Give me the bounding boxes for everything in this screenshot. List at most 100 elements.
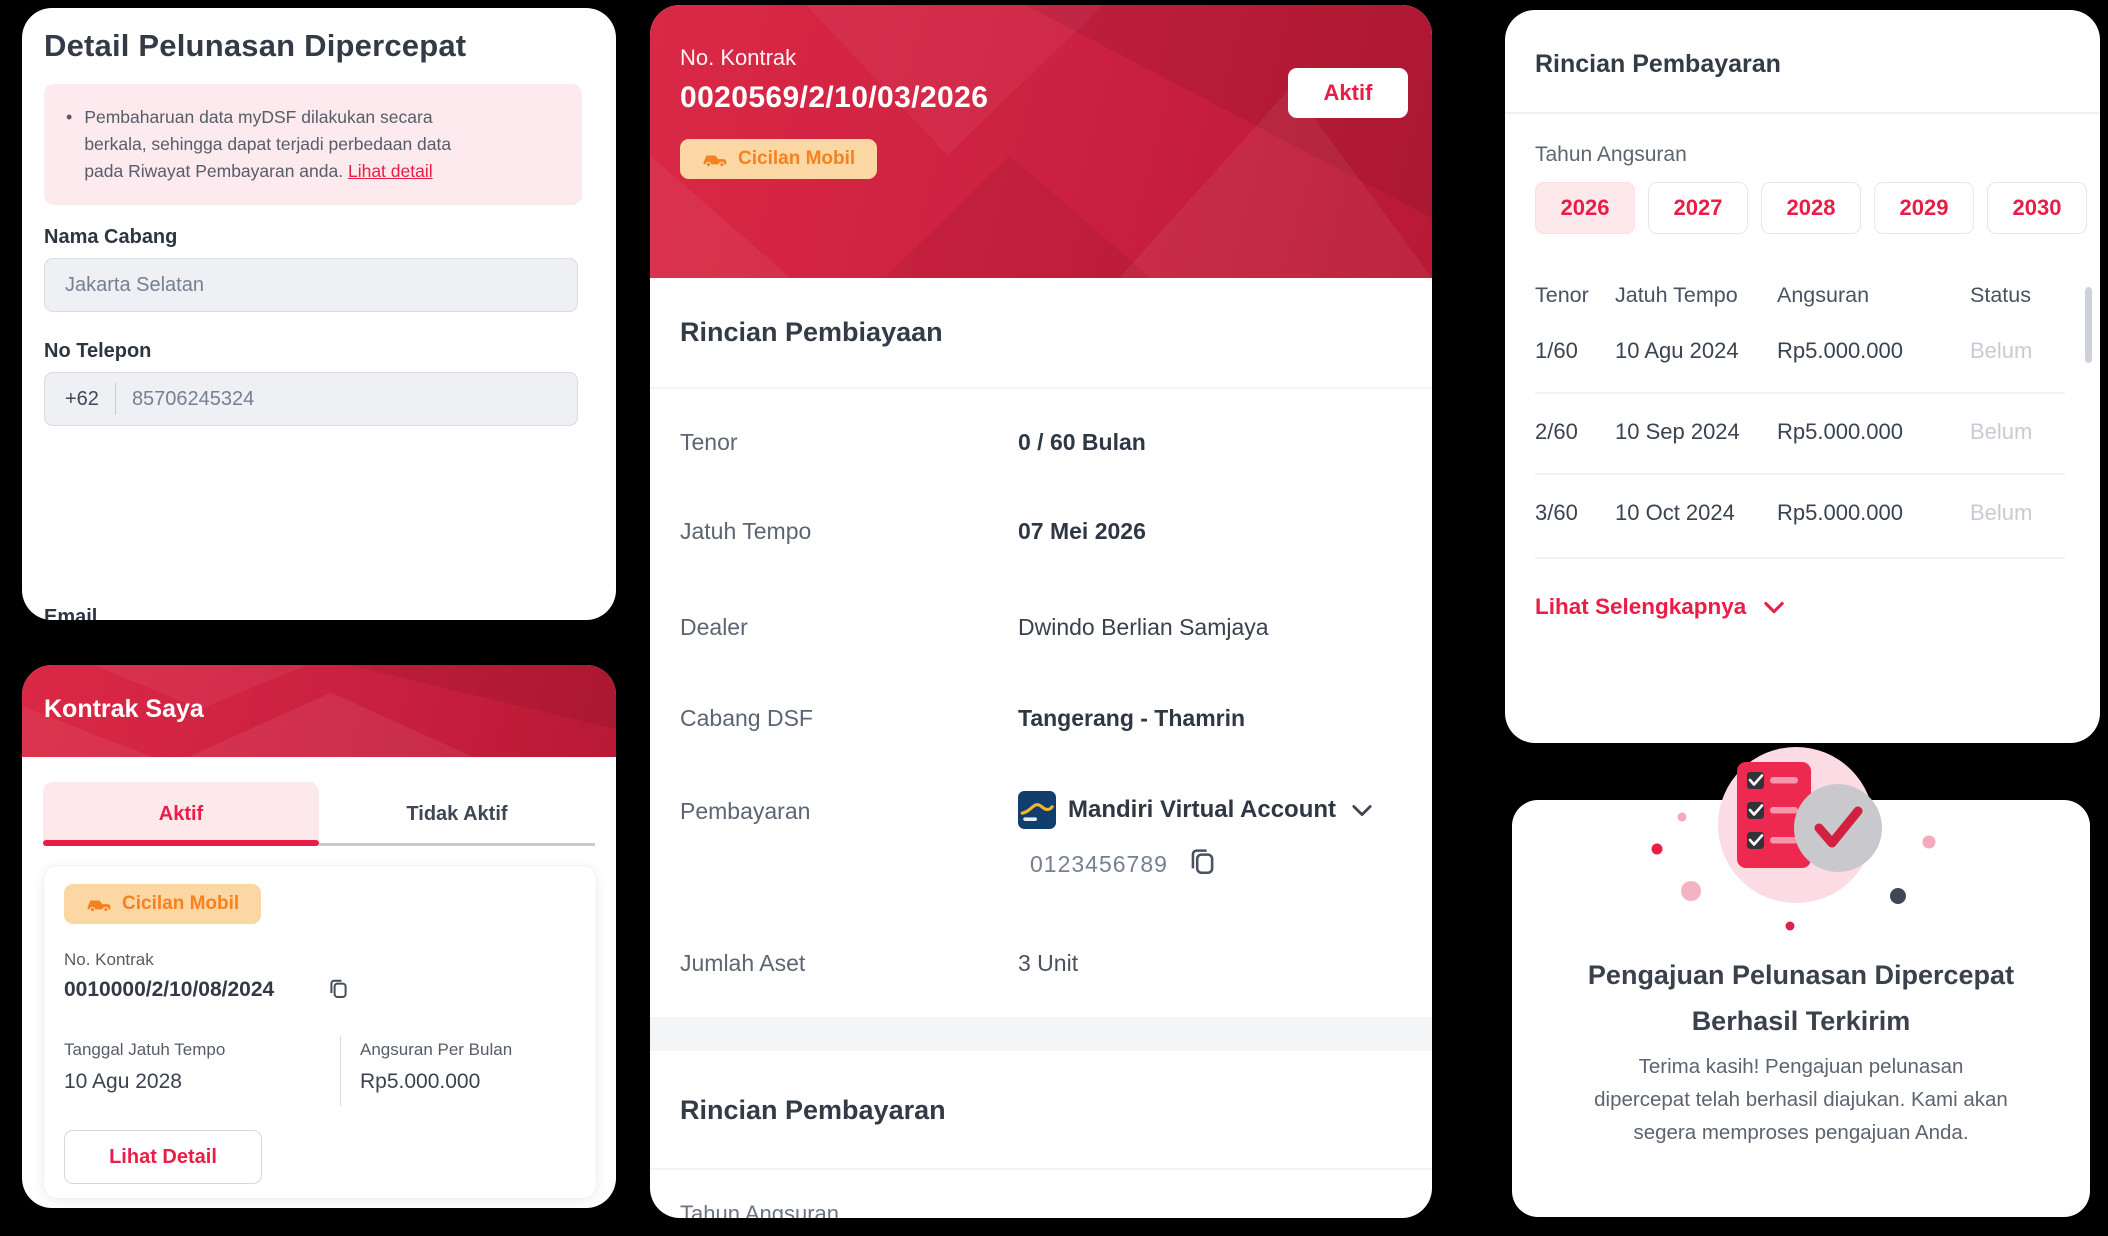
angsuran-label: Angsuran Per Bulan [360, 1040, 513, 1059]
table-row-cell: 10 Agu 2024 [1615, 338, 1739, 363]
status-badge: Belum [1970, 338, 2033, 363]
lihat-detail-link[interactable]: Lihat detail [347, 161, 433, 181]
input-divider [114, 383, 116, 415]
cabang-dsf-label: Cabang DSF [680, 705, 813, 731]
section-divider [650, 387, 1432, 389]
kontrak-saya-title: Kontrak Saya [44, 695, 204, 723]
table-row-cell: 3/60 [1535, 500, 1578, 525]
year-chip-2030[interactable]: 2030 [1987, 182, 2087, 234]
row-divider [1535, 557, 2065, 559]
lihat-selengkapnya-link[interactable]: Lihat Selengkapnya [1535, 593, 1788, 621]
table-row-cell: 1/60 [1535, 338, 1578, 363]
tab-aktif[interactable]: Aktif [43, 782, 319, 846]
year-filter: 2026 2027 2028 2029 2030 [1535, 182, 2087, 234]
col-header-jatuh-tempo: Jatuh Tempo [1615, 283, 1738, 307]
tab-tidak-aktif[interactable]: Tidak Aktif [319, 782, 595, 846]
kontrak-saya-card: Kontrak Saya Aktif Tidak Aktif Cicilan M… [22, 665, 616, 1208]
va-number: 0123456789 [1030, 850, 1168, 877]
table-row-cell: 2/60 [1535, 419, 1578, 444]
lihat-selengkapnya-label: Lihat Selengkapnya [1535, 594, 1747, 619]
tahun-angsuran-label-clipped: Tahun Angsuran [680, 1201, 840, 1218]
year-chip-2029[interactable]: 2029 [1874, 182, 1974, 234]
year-chip-2026[interactable]: 2026 [1535, 182, 1635, 234]
email-label-clipped: Email [44, 606, 98, 620]
notice-text: Pembaharuan data myDSF dilakukan secara … [84, 104, 486, 185]
success-title-line2: Berhasil Terkirim [1691, 1006, 1911, 1036]
table-row-cell: Rp5.000.000 [1777, 500, 1903, 525]
tenor-label: Tenor [680, 429, 738, 455]
success-body: Terima kasih! Pengajuan pelunasan diperc… [1594, 1055, 2008, 1144]
detail-pelunasan-card: Detail Pelunasan Dipercepat • Pembaharua… [22, 8, 616, 620]
jatuh-tempo-label: Tanggal Jatuh Tempo [64, 1040, 226, 1059]
angsuran-value: Rp5.000.000 [360, 1070, 481, 1093]
tenor-value: 0 / 60 Bulan [1018, 429, 1146, 455]
chevron-down-icon[interactable] [1348, 796, 1376, 824]
success-title: Pengajuan Pelunasan Dipercepat Berhasil … [1512, 952, 2090, 1044]
table-row-cell: 10 Oct 2024 [1615, 500, 1735, 525]
column-divider [340, 1036, 341, 1106]
car-icon [703, 154, 727, 167]
pembayaran-section-title: Rincian Pembayaran [680, 1095, 946, 1125]
col-header-status: Status [1970, 283, 2031, 307]
telepon-label: No Telepon [44, 340, 152, 362]
contract-list-item[interactable]: Cicilan Mobil No. Kontrak 0010000/2/10/0… [43, 865, 597, 1199]
year-chip-2028[interactable]: 2028 [1761, 182, 1861, 234]
payment-method-row[interactable]: Mandiri Virtual Account [1018, 791, 1376, 829]
nama-cabang-value: Jakarta Selatan [65, 273, 204, 296]
cicilan-mobil-badge: Cicilan Mobil [64, 884, 262, 924]
contract-detail-card: No. Kontrak 0020569/2/10/03/2026 Aktif C… [650, 5, 1432, 1218]
status-badge-label: Aktif [1323, 80, 1373, 105]
tab-active-underline [43, 840, 319, 846]
lihat-detail-button[interactable]: Lihat Detail [64, 1130, 262, 1184]
no-kontrak-label: No. Kontrak [680, 45, 797, 70]
phone-prefix: +62 [65, 387, 99, 410]
table-row-cell: Rp5.000.000 [1777, 338, 1903, 363]
table-row-cell: 10 Sep 2024 [1615, 419, 1740, 444]
year-chip-label: 2027 [1673, 195, 1723, 220]
cabang-dsf-value: Tangerang - Thamrin [1018, 705, 1246, 731]
telepon-input[interactable]: +62 85706245324 [44, 372, 578, 426]
payment-schedule-card: Rincian Pembayaran Tahun Angsuran 2026 2… [1505, 10, 2100, 743]
header-pattern [22, 665, 616, 757]
col-header-angsuran: Angsuran [1777, 283, 1870, 307]
nama-cabang-input[interactable]: Jakarta Selatan [44, 258, 578, 312]
schedule-title: Rincian Pembayaran [1535, 50, 1781, 78]
section-divider [650, 1168, 1432, 1170]
col-header-tenor: Tenor [1535, 283, 1589, 307]
mandiri-logo [1018, 791, 1056, 829]
copy-icon[interactable] [326, 976, 350, 1005]
title-divider [1505, 112, 2100, 114]
nama-cabang-label: Nama Cabang [44, 226, 178, 248]
jumlah-aset-label: Jumlah Aset [680, 950, 806, 976]
status-badge: Aktif [1288, 68, 1408, 118]
year-chip-label: 2030 [2012, 195, 2062, 220]
header-pattern [650, 5, 1432, 278]
contract-header-red [650, 5, 1432, 278]
year-chip-2027[interactable]: 2027 [1648, 182, 1748, 234]
notice-bullet: • [66, 107, 73, 127]
jatuh-tempo-value: 07 Mei 2026 [1018, 518, 1146, 544]
payment-method-name: Mandiri Virtual Account [1068, 796, 1337, 823]
tahun-angsuran-label: Tahun Angsuran [1535, 143, 1687, 166]
success-illustration [1650, 740, 1950, 950]
status-badge: Belum [1970, 419, 2033, 444]
lihat-detail-button-label: Lihat Detail [109, 1145, 217, 1168]
scrollbar-thumb[interactable] [2085, 287, 2092, 363]
pembiayaan-section-title: Rincian Pembiayaan [680, 317, 943, 347]
notice-box: • Pembaharuan data myDSF dilakukan secar… [44, 84, 582, 205]
year-chip-label: 2026 [1560, 195, 1610, 220]
contract-tabs: Aktif Tidak Aktif [43, 782, 595, 846]
tab-tidak-aktif-label: Tidak Aktif [406, 802, 508, 825]
copy-icon[interactable] [1186, 845, 1218, 883]
jumlah-aset-value: 3 Unit [1018, 950, 1079, 976]
row-divider [1535, 392, 2065, 394]
page-title: Detail Pelunasan Dipercepat [44, 28, 467, 63]
tab-inactive-underline [319, 843, 595, 846]
cicilan-mobil-badge: Cicilan Mobil [680, 139, 878, 179]
va-number-row: 0123456789 [1030, 845, 1218, 883]
car-icon [87, 899, 111, 912]
no-kontrak-value: 0020569/2/10/03/2026 [680, 81, 989, 114]
no-kontrak-value: 0010000/2/10/08/2024 [64, 978, 275, 1001]
cicilan-mobil-label: Cicilan Mobil [738, 148, 856, 169]
